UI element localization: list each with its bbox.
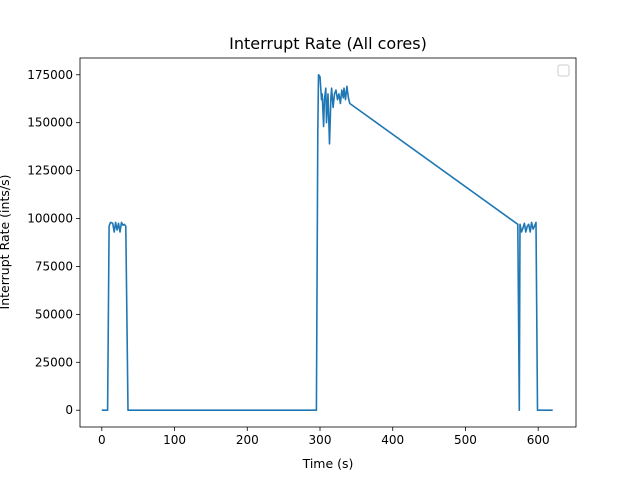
y-tick-label: 50000 xyxy=(35,307,73,321)
y-axis-ticks: 0 25000 50000 75000 100000 125000 150000 175000 xyxy=(27,68,80,417)
y-tick-label: 175000 xyxy=(27,68,73,82)
x-tick-label: 300 xyxy=(309,433,332,447)
series-lines xyxy=(101,74,553,412)
x-tick-label: 500 xyxy=(454,433,477,447)
series-line-0 xyxy=(101,74,553,412)
y-tick-label: 0 xyxy=(65,403,73,417)
x-tick-label: 600 xyxy=(527,433,550,447)
y-axis-label: Interrupt Rate (ints/s) xyxy=(0,175,12,310)
x-tick-label: 100 xyxy=(163,433,186,447)
x-tick-label: 0 xyxy=(98,433,106,447)
y-tick-label: 125000 xyxy=(27,164,73,178)
y-tick-label: 150000 xyxy=(27,116,73,130)
x-tick-label: 200 xyxy=(236,433,259,447)
axes-frame xyxy=(79,57,577,428)
y-tick-label: 100000 xyxy=(27,212,73,226)
x-axis-label: Time (s) xyxy=(302,456,354,471)
x-axis-ticks: 0 100 200 300 400 500 600 xyxy=(98,427,550,447)
chart-title: Interrupt Rate (All cores) xyxy=(229,34,427,53)
y-tick-label: 75000 xyxy=(35,259,73,273)
y-tick-label: 25000 xyxy=(35,355,73,369)
x-tick-label: 400 xyxy=(381,433,404,447)
legend-box xyxy=(557,64,570,77)
